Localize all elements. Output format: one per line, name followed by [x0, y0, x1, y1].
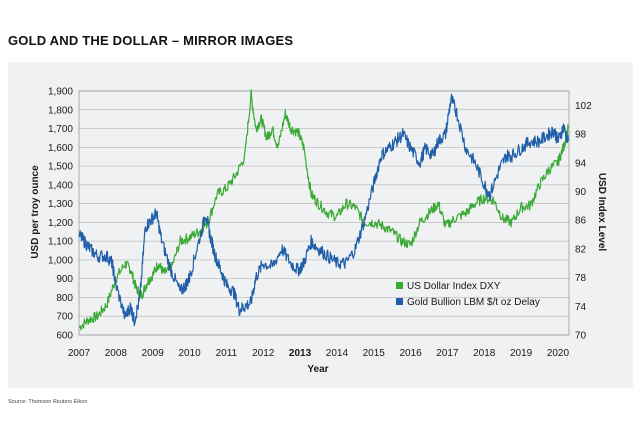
y-tick-label-left: 1,900	[48, 87, 73, 98]
series-line-dxy	[78, 89, 569, 331]
x-tick-label: 2009	[142, 348, 165, 359]
x-tick-label: 2010	[178, 348, 201, 359]
chart-panel	[8, 62, 633, 388]
chart-title: GOLD AND THE DOLLAR – MIRROR IMAGES	[8, 33, 294, 48]
y-tick-label-left: 1,400	[48, 180, 73, 191]
y-tick-label-left: 900	[56, 274, 73, 285]
y-tick-label-left: 1,200	[48, 218, 73, 229]
y-tick-label-left: 1,300	[48, 199, 73, 210]
source-note: Source: Thomson Reuters Eikon	[8, 399, 88, 405]
y-tick-label-left: 800	[56, 293, 73, 304]
y-tick-label-left: 1,800	[48, 105, 73, 116]
x-tick-label: 2017	[436, 348, 459, 359]
gridlines	[78, 90, 570, 336]
y-tick-label-left: 1,700	[48, 124, 73, 135]
y-tick-label-right: 78	[575, 273, 587, 284]
x-tick-label: 2020	[547, 348, 570, 359]
y-tick-label-right: 74	[575, 302, 587, 313]
x-ticks: 2007 2008 2009 2010 2011 2012 2013 2014 2015 2016…	[68, 348, 570, 359]
y-tick-label-left: 600	[56, 331, 73, 342]
y-axis-label-right: USD Index Level	[596, 173, 607, 252]
y-tick-label-right: 102	[575, 101, 592, 112]
y-tick-label-left: 1,000	[48, 255, 73, 266]
x-tick-label: 2011	[216, 348, 238, 359]
series-line-gold	[78, 93, 569, 327]
y-tick-label-right: 90	[575, 187, 587, 198]
x-tick-label: 2014	[326, 348, 349, 359]
y-axis-label-left: USD per troy ounce	[30, 165, 41, 259]
y-ticks-right: 70 74 78 82 86 90 94 98 102	[575, 101, 592, 342]
y-tick-label-right: 86	[575, 216, 587, 227]
y-tick-label-right: 94	[575, 158, 587, 169]
x-tick-label: 2012	[252, 348, 275, 359]
legend-swatch-dxy	[396, 282, 403, 289]
y-tick-label-left: 700	[56, 312, 73, 323]
plot-frame	[78, 90, 570, 336]
x-tick-label: 2008	[105, 348, 128, 359]
y-tick-label-right: 82	[575, 244, 587, 255]
x-tick-label: 2019	[510, 348, 533, 359]
x-tick-label: 2007	[68, 348, 91, 359]
x-axis-label: Year	[307, 364, 328, 375]
x-tick-label: 2016	[399, 348, 422, 359]
y-tick-label-left: 1,500	[48, 162, 73, 173]
y-tick-label-right: 98	[575, 130, 587, 141]
y-tick-label-right: 70	[575, 331, 587, 342]
y-ticks-left: 600 700 800 900 1,000 1,100 1,200 1,300 1,400 1,5…	[48, 87, 73, 342]
y-tick-label-left: 1,100	[48, 237, 73, 248]
series-lines	[78, 89, 569, 331]
y-tick-label-left: 1,600	[48, 143, 73, 154]
x-tick-label: 2015	[363, 348, 386, 359]
legend-label-gold: Gold Bullion LBM $/t oz Delay	[407, 297, 540, 308]
legend-label-dxy: US Dollar Index DXY	[407, 281, 501, 292]
x-tick-label: 2013	[289, 348, 312, 359]
x-tick-label: 2018	[473, 348, 496, 359]
legend: US Dollar Index DXY Gold Bullion LBM $/t …	[396, 281, 540, 308]
legend-swatch-gold	[396, 298, 403, 305]
